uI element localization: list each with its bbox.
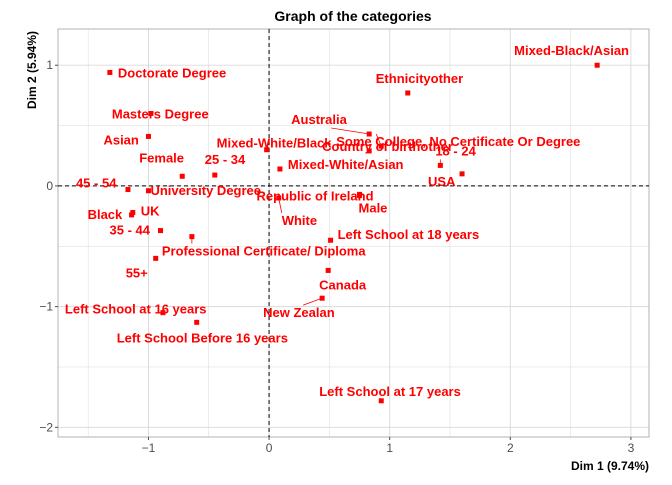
data-point [179,173,185,179]
y-tick-label: 1 [46,58,53,72]
data-point [405,90,411,96]
point-label: Mixed-White/Asian [288,157,404,172]
data-point [378,398,384,404]
point-label: Doctorate Degree [118,65,226,80]
x-tick-label: 0 [266,441,273,455]
y-tick-label: −2 [39,420,53,434]
point-label: Some College, No Certificate Or Degree [336,134,580,149]
point-label: USA [428,174,456,189]
point-label: University Degree [150,183,261,198]
data-point [130,209,136,215]
data-point [158,228,164,234]
plot-panel [57,28,650,438]
point-label: Asian [103,132,138,147]
data-point [160,310,166,316]
point-label: Mixed-White/Black [217,136,333,151]
label-connector [331,127,370,135]
point-label: Left School at 16 years [65,302,207,317]
data-point [325,267,331,273]
data-point [145,188,151,194]
tick-labels: −1 0 1 2 3 −2 −1 0 1 [39,58,634,455]
x-axis-title: Dim 1 (9.74%) [571,459,649,473]
point-label: Masters Degree [112,106,209,121]
label-connector [375,133,382,147]
x-tick-label: 2 [507,441,514,455]
point-label: Left School Before 16 years [117,330,288,345]
data-point [366,148,372,154]
point-label: 55+ [126,265,148,280]
point-label: New Zealan [263,305,335,320]
point-label: White [282,213,317,228]
point-label: Country of birthother [322,139,453,154]
y-axis-title: Dim 2 (5.94%) [25,31,39,109]
point-label: Black [88,207,123,222]
point-label: Female [139,150,184,165]
point-label: Republic of Ireland [257,189,374,204]
chart-title: Graph of the categories [274,8,431,24]
point-label: Canada [319,277,367,292]
data-point [148,110,154,116]
data-point [459,171,465,177]
point-label: 18 - 24 [435,143,476,158]
data-point [212,172,218,178]
reference-lines [58,29,649,437]
point-label: Ethnicityother [376,71,463,86]
data-point [107,69,113,75]
data-point [125,187,131,193]
point-label: Australia [291,112,347,127]
point-labels: Mixed-Black/Asian Doctorate Degree Ethnici… [65,43,629,399]
data-point [357,191,363,197]
data-point [194,319,200,325]
data-point [594,62,600,68]
data-point [145,133,151,139]
data-point [153,255,159,261]
data-point [277,166,283,172]
grid [58,29,649,437]
label-connector [303,297,323,306]
point-label: UK [141,203,160,218]
panel-border [57,28,650,438]
x-tick-label: 1 [386,441,393,455]
point-label: 45 - 54 [76,176,117,191]
y-tick-label: −1 [39,300,53,314]
data-point [328,237,334,243]
x-tick-label: −1 [142,441,156,455]
point-label: 25 - 34 [205,152,246,167]
point-label: Professional Certificate/ Diploma [162,244,366,259]
point-label: Left School at 18 years [338,227,480,242]
x-tick-label: 3 [628,441,635,455]
point-label: 35 - 44 [110,223,151,238]
point-label: Mixed-Black/Asian [514,43,629,58]
point-label: Left School at 17 years [319,384,461,399]
y-tick-label: 0 [46,179,53,193]
label-connector [278,197,283,214]
point-label: Male [359,200,388,215]
data-point [264,147,270,153]
